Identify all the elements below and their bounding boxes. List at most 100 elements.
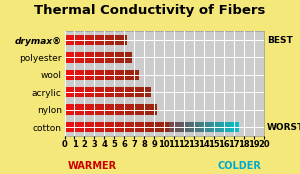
Bar [115, 52, 116, 63]
Bar [92, 35, 93, 45]
Bar [236, 122, 237, 132]
Bar [156, 104, 157, 115]
Bar [74, 52, 75, 63]
Bar [146, 122, 147, 132]
Bar [67, 35, 68, 45]
Bar [118, 52, 119, 63]
Bar [64, 52, 65, 63]
Bar [80, 122, 82, 132]
Bar [125, 87, 126, 97]
Bar [101, 35, 102, 45]
Text: WORST: WORST [267, 122, 300, 132]
Bar [195, 122, 196, 132]
Bar [101, 52, 102, 63]
Bar [79, 87, 80, 97]
Bar [130, 70, 131, 80]
Bar [113, 70, 114, 80]
Bar [66, 52, 67, 63]
Bar [96, 104, 97, 115]
Bar [117, 52, 118, 63]
Bar [165, 122, 166, 132]
Bar [82, 104, 83, 115]
Bar [98, 87, 99, 97]
Bar [205, 122, 206, 132]
Bar [112, 87, 113, 97]
Bar [77, 35, 78, 45]
Bar [97, 87, 98, 97]
Bar [114, 70, 115, 80]
Bar [225, 122, 226, 132]
Bar [71, 122, 72, 132]
Bar [128, 52, 129, 63]
Bar [106, 87, 107, 97]
Bar [89, 35, 90, 45]
Bar [95, 87, 96, 97]
Bar [178, 122, 180, 132]
Bar [64, 104, 66, 115]
Bar [114, 87, 116, 97]
Bar [191, 122, 193, 132]
Bar [88, 122, 89, 132]
Bar [130, 122, 131, 132]
Bar [130, 104, 132, 115]
Bar [126, 104, 127, 115]
Bar [120, 70, 121, 80]
Bar [202, 122, 203, 132]
Bar [84, 122, 86, 132]
Bar [75, 122, 76, 132]
Bar [132, 104, 133, 115]
Bar [140, 122, 142, 132]
Bar [219, 122, 220, 132]
Bar [103, 122, 104, 132]
Bar [71, 70, 72, 80]
Bar [78, 70, 79, 80]
Bar [155, 122, 156, 132]
Bar [83, 87, 84, 97]
Bar [130, 52, 131, 63]
Bar [68, 70, 69, 80]
Bar [104, 52, 105, 63]
Bar [142, 122, 143, 132]
Bar [122, 122, 123, 132]
Bar [126, 70, 127, 80]
Bar [85, 52, 86, 63]
Bar [79, 52, 80, 63]
Bar [129, 70, 130, 80]
Bar [121, 70, 122, 80]
Bar [104, 70, 105, 80]
Bar [143, 122, 144, 132]
Bar [105, 122, 106, 132]
Bar [91, 70, 92, 80]
Bar [68, 52, 69, 63]
Bar [139, 87, 140, 97]
Bar [110, 35, 111, 45]
Bar [71, 52, 72, 63]
Bar [181, 122, 182, 132]
Bar [118, 35, 119, 45]
Bar [69, 35, 70, 45]
Bar [163, 122, 164, 132]
Bar [76, 122, 78, 132]
Bar [70, 122, 71, 132]
Bar [107, 104, 109, 115]
Bar [81, 104, 82, 115]
Bar [203, 122, 204, 132]
Bar [89, 52, 90, 63]
Bar [73, 104, 74, 115]
Bar [117, 104, 118, 115]
Bar [122, 104, 124, 115]
Bar [64, 70, 65, 80]
Bar [180, 122, 181, 132]
Bar [85, 35, 86, 45]
Bar [101, 70, 102, 80]
Bar [84, 104, 86, 115]
Bar [151, 122, 152, 132]
Bar [76, 104, 77, 115]
Bar [224, 122, 225, 132]
Bar [91, 87, 92, 97]
Bar [119, 70, 120, 80]
Bar [94, 52, 95, 63]
Bar [64, 122, 66, 132]
Bar [109, 35, 110, 45]
Bar [75, 104, 76, 115]
